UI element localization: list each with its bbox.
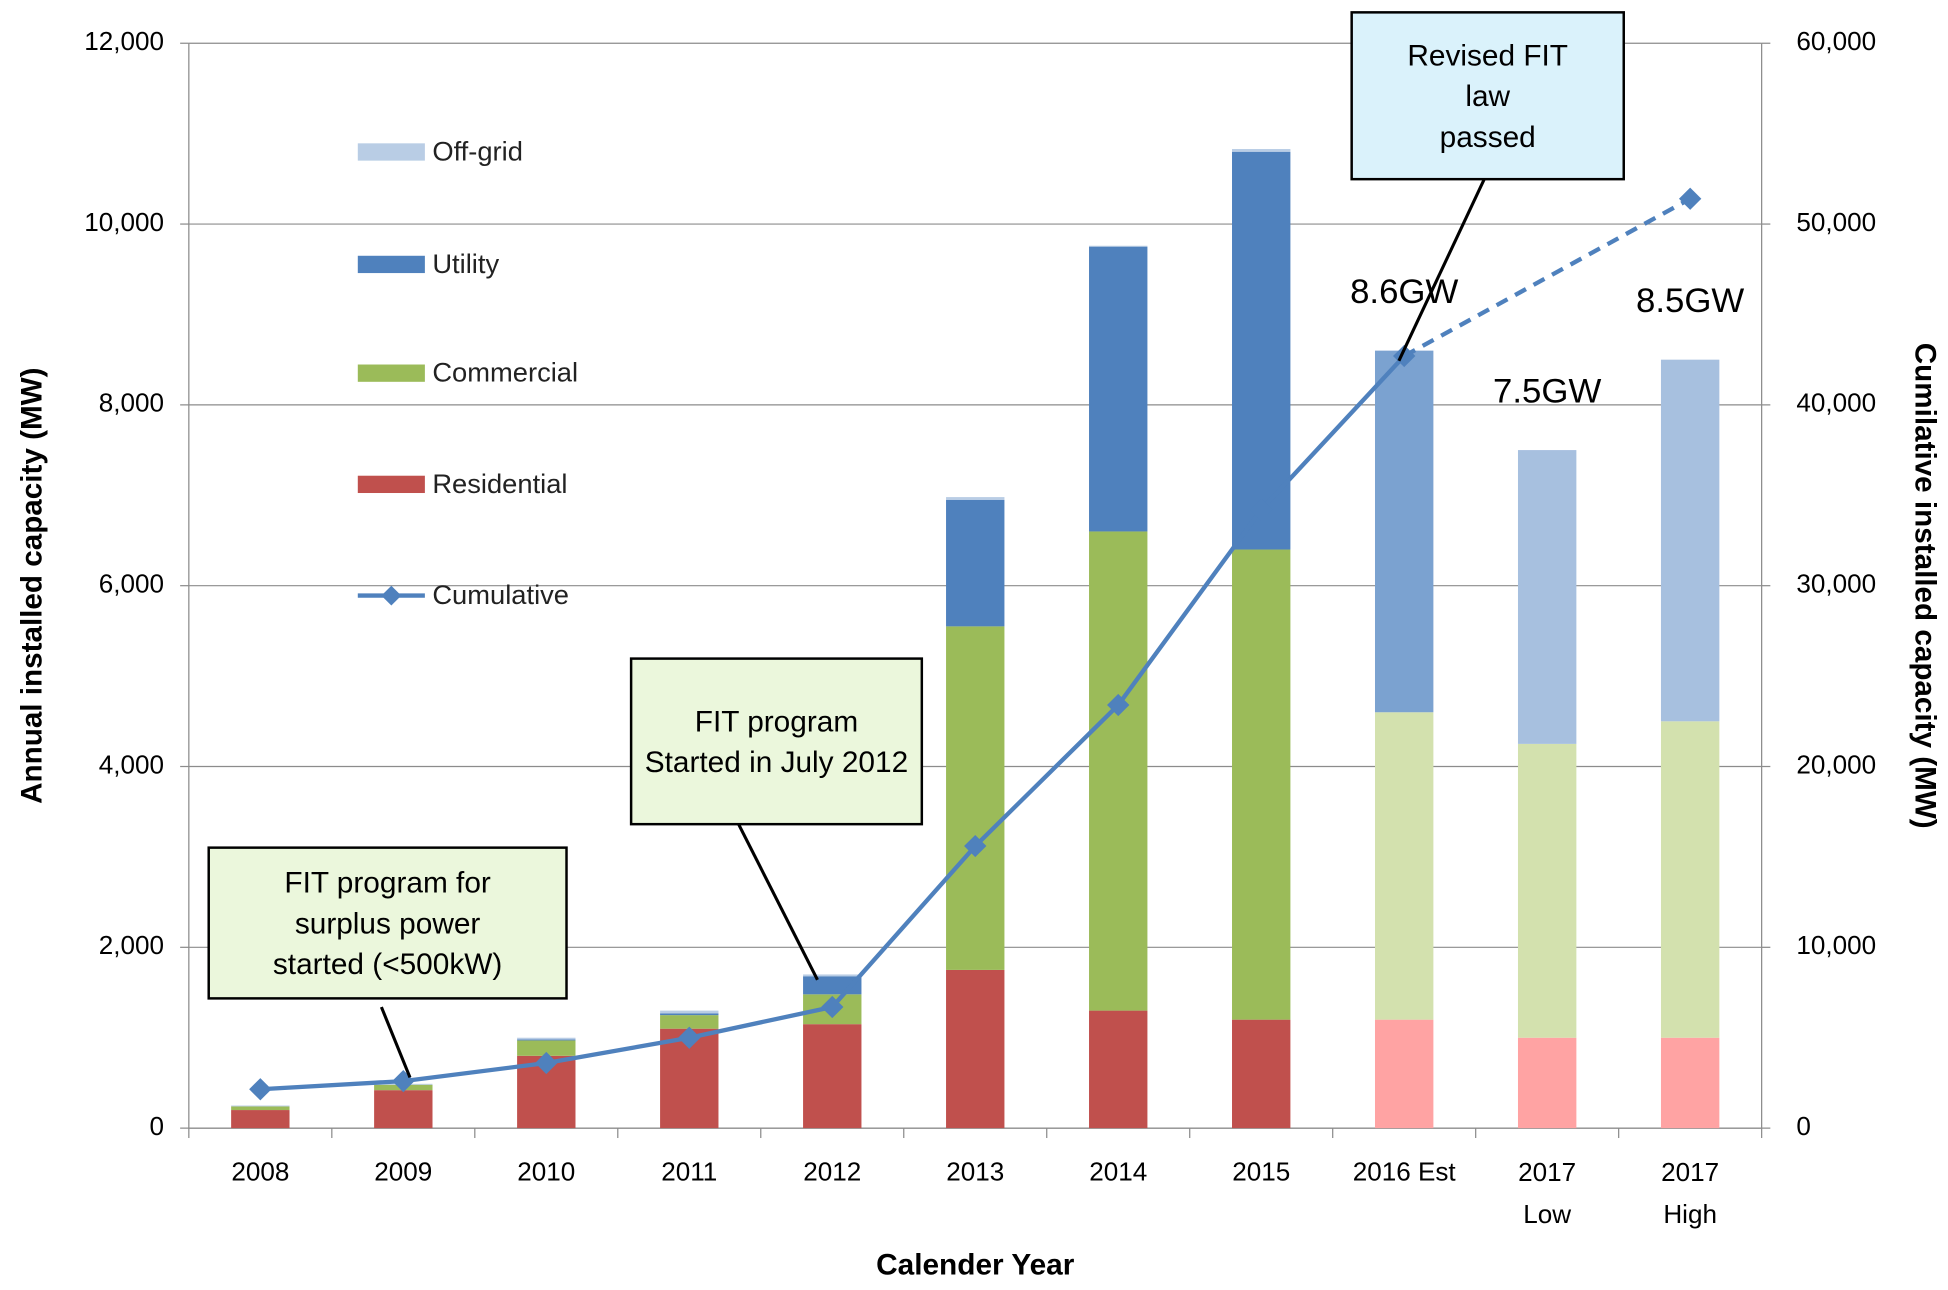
x-tick-label: 2013	[946, 1157, 1004, 1187]
x-tick-label: 2008	[231, 1157, 289, 1187]
cumulative-marker	[821, 995, 844, 1019]
x-tick-label: 2010	[517, 1157, 575, 1187]
y2-axis-title: Cumilative installed capacity (MW)	[1908, 343, 1941, 829]
callout-text: FIT program for surplus power started (<50…	[273, 867, 502, 981]
bar-segment	[660, 1010, 719, 1014]
bar-segment	[1517, 450, 1577, 744]
bar-segment	[1517, 743, 1577, 1038]
y-tick-label: 10,000	[84, 207, 164, 237]
legend-label: Utility	[432, 248, 499, 279]
y2-tick-label: 40,000	[1796, 388, 1876, 418]
bar-segment	[803, 1024, 862, 1129]
bar-segment	[1374, 350, 1434, 713]
y2-tick-label: 30,000	[1796, 569, 1876, 599]
bar-segment	[517, 1037, 576, 1040]
y2-tick-label: 0	[1796, 1111, 1811, 1141]
bar-segment	[1232, 549, 1291, 1020]
bar-segment	[231, 1105, 290, 1107]
bar-segment	[1089, 1010, 1148, 1129]
bar-segment	[374, 1090, 433, 1129]
y-tick-label: 6,000	[99, 569, 164, 599]
total-label: 8.5GW	[1636, 282, 1744, 320]
cumulative-marker	[249, 1078, 272, 1101]
bar-segment	[1232, 149, 1291, 152]
y-tick-label: 0	[149, 1111, 164, 1141]
x-tick-label: 2009	[374, 1157, 432, 1187]
x-tick-label: 2011	[661, 1157, 717, 1187]
y2-tick-label: 20,000	[1796, 749, 1876, 779]
y-tick-label: 8,000	[99, 388, 164, 418]
legend-label: Commercial	[432, 357, 578, 388]
y2-tick-label: 50,000	[1796, 207, 1876, 237]
x-tick-label: 2015	[1232, 1157, 1290, 1187]
legend-swatch	[357, 475, 425, 494]
bar-segment	[1660, 359, 1720, 722]
bar-segment	[946, 497, 1005, 500]
bar-segment	[1374, 1019, 1434, 1129]
bar-segment	[517, 1040, 576, 1056]
bar-segment	[1660, 1037, 1720, 1129]
bar-segment	[1089, 531, 1148, 1011]
callout-arrow	[379, 1006, 412, 1079]
callout-box	[207, 846, 568, 1000]
bar-segment	[517, 1039, 576, 1041]
legend-swatch	[357, 255, 425, 274]
total-label: 7.5GW	[1493, 372, 1601, 410]
bar-segment	[1374, 712, 1434, 1020]
bar-segment	[1660, 721, 1720, 1038]
x-tick-label: 2017 High	[1661, 1157, 1719, 1229]
bar-segment	[946, 626, 1005, 970]
cumulative-marker	[964, 834, 987, 858]
callout-box	[629, 657, 924, 826]
total-label: 8.6GW	[1350, 273, 1458, 311]
legend-label: Residential	[432, 468, 567, 499]
bar-segment	[660, 1015, 719, 1029]
y-tick-label: 4,000	[99, 749, 164, 779]
bar-segment	[803, 974, 862, 977]
x-tick-label: 2014	[1089, 1157, 1147, 1187]
bar-segment	[1232, 151, 1291, 550]
legend-swatch	[357, 143, 425, 161]
bar-segment	[231, 1106, 290, 1111]
callout-text: Revised FIT law passed	[1407, 39, 1568, 153]
x-tick-label: 2016 Est	[1353, 1157, 1457, 1187]
callout-arrow	[1397, 169, 1490, 362]
legend-label: Off-grid	[432, 135, 523, 166]
callout-box	[1350, 11, 1625, 181]
y2-tick-label: 10,000	[1796, 930, 1876, 960]
callout-arrow	[736, 822, 819, 981]
x-axis-title: Calender Year	[876, 1248, 1075, 1281]
bar-segment	[1232, 1019, 1291, 1129]
bar-segment	[1089, 245, 1148, 247]
cumulative-marker	[1107, 693, 1130, 717]
y-axis-title: Annual installed capacity (MW)	[15, 367, 48, 803]
cumulative-marker	[1678, 187, 1702, 210]
legend-swatch	[357, 364, 425, 382]
legend-label: Cumulative	[432, 579, 569, 610]
bar-segment	[1517, 1037, 1577, 1129]
x-tick-label: 2012	[803, 1157, 861, 1187]
bar-segment	[660, 1013, 719, 1016]
bar-segment	[946, 969, 1005, 1129]
cumulative-marker	[1250, 498, 1273, 521]
bar-segment	[1089, 246, 1148, 532]
callout-text: FIT program Started in July 2012	[645, 705, 908, 779]
y-tick-label: 12,000	[84, 26, 164, 56]
y2-tick-label: 60,000	[1796, 26, 1876, 56]
bar-segment	[231, 1110, 290, 1129]
bar-segment	[946, 499, 1005, 627]
y-tick-label: 2,000	[99, 930, 164, 960]
cumulative-projection	[1403, 196, 1692, 358]
x-tick-label: 2017 Low	[1518, 1157, 1576, 1229]
legend-marker	[381, 585, 402, 606]
